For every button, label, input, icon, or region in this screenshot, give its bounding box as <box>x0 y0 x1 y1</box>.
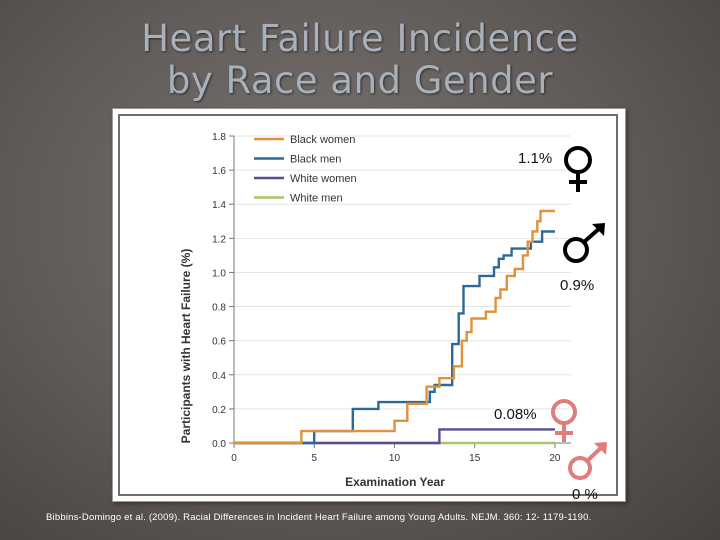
x-tick-label: 0 <box>231 453 237 464</box>
chart-frame: 0.0 0.2 0.4 0.6 0.8 1.0 1.2 1.4 1.6 1.8 0 5 10 15 20 B… <box>112 108 626 502</box>
female-symbol-white-icon <box>551 399 577 442</box>
series-line-black-men <box>234 230 555 445</box>
female-symbol-black-icon <box>564 146 592 192</box>
y-tick-label: 1.2 <box>212 234 226 245</box>
citation: Bibbins-Domingo et al. (2009). Racial Di… <box>46 512 592 523</box>
chart-border <box>118 114 618 496</box>
kaplan-meier-chart: 0.0 0.2 0.4 0.6 0.8 1.0 1.2 1.4 1.6 1.8 0 5 10 15 20 B… <box>179 132 571 489</box>
y-axis-label: Participants with Heart Failure (%) <box>179 249 193 444</box>
x-tick-label: 10 <box>389 453 401 464</box>
y-tick-label: 1.4 <box>212 200 226 211</box>
series-line-black-women <box>234 209 555 445</box>
x-tick-label: 15 <box>469 453 481 464</box>
x-axis-label: Examination Year <box>345 475 445 489</box>
slide-title: Heart Failure Incidence by Race and Gend… <box>0 18 720 102</box>
white-men-annotation: 0 % <box>572 486 598 503</box>
slide-title-line-2: by Race and Gender <box>166 59 554 102</box>
white-women-annotation: 0.08% <box>494 406 537 423</box>
y-tick-label: 0.8 <box>212 303 226 314</box>
x-tick-label: 5 <box>311 453 317 464</box>
y-tick-label: 0.6 <box>212 337 226 348</box>
black-women-annotation: 1.1% <box>518 150 553 167</box>
y-tick-label: 0.2 <box>212 405 226 416</box>
y-tick-label: 1.6 <box>212 166 226 177</box>
slide-title-line-1: Heart Failure Incidence <box>141 17 579 60</box>
y-tick-label: 1.8 <box>212 132 226 143</box>
series-line-white-women <box>234 428 555 445</box>
legend-label: White men <box>290 193 343 205</box>
male-symbol-black-icon <box>563 223 605 263</box>
legend-label: White women <box>290 173 357 185</box>
y-tick-label: 0.0 <box>212 439 226 450</box>
legend-label: Black men <box>290 154 341 166</box>
y-tick-label: 0.4 <box>212 371 226 382</box>
legend-label: Black women <box>290 134 355 146</box>
black-men-annotation: 0.9% <box>560 277 595 294</box>
male-symbol-white-icon <box>568 442 607 480</box>
y-tick-label: 1.0 <box>212 268 226 279</box>
x-tick-label: 20 <box>549 453 561 464</box>
